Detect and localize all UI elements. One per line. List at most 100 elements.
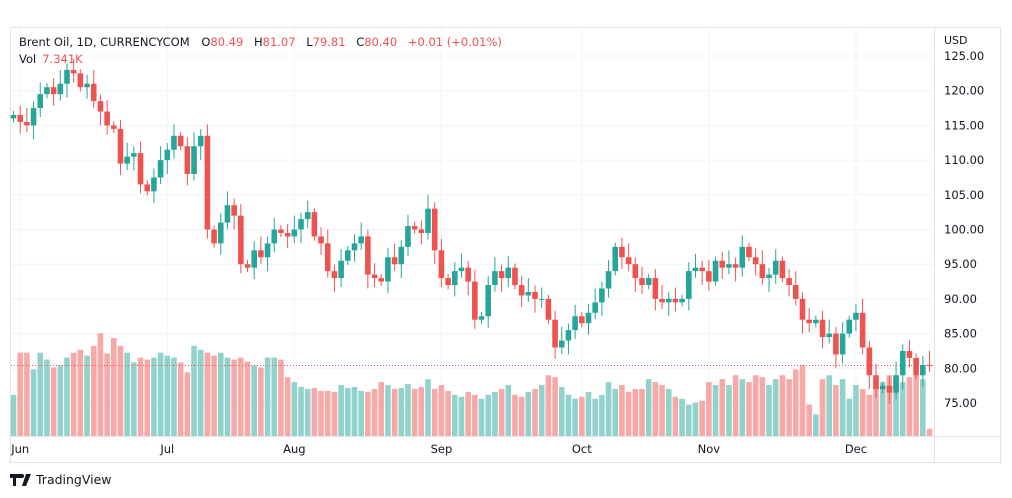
- candle-body: [365, 236, 371, 275]
- candle-body: [926, 364, 933, 366]
- candle-body: [819, 319, 826, 338]
- candle: [792, 271, 799, 306]
- candle: [57, 69, 64, 101]
- volume-bar: [438, 385, 445, 436]
- candle: [873, 363, 879, 399]
- volume-bar: [819, 379, 826, 436]
- candle-body: [558, 340, 565, 348]
- symbol-title[interactable]: Brent Oil, 1D, CURRENCYCOM: [19, 35, 190, 49]
- candle: [779, 256, 786, 283]
- candle-body: [719, 260, 726, 268]
- candle: [498, 264, 505, 292]
- volume-bar: [264, 357, 271, 436]
- volume-bar: [779, 375, 786, 436]
- candle: [833, 327, 839, 369]
- candle: [632, 257, 639, 292]
- volume-bar: [331, 391, 338, 436]
- candle-body: [746, 246, 752, 258]
- candle-body: [592, 302, 598, 313]
- volume-bar: [726, 385, 732, 436]
- candle-body: [505, 267, 512, 279]
- candle-body: [859, 312, 866, 348]
- candle: [766, 268, 772, 292]
- volume-bar: [318, 390, 324, 436]
- volume-bar: [164, 355, 171, 436]
- candle-body: [739, 246, 746, 268]
- volume-bar: [518, 396, 525, 436]
- candle: [786, 269, 792, 297]
- candle-body: [498, 271, 505, 279]
- change-value: +0.01 (+0.01%): [407, 35, 502, 49]
- candle-body: [752, 257, 759, 265]
- candle: [411, 221, 418, 234]
- candle: [826, 319, 833, 344]
- candle-body: [579, 316, 585, 324]
- candle-body: [913, 357, 919, 376]
- volume-bar: [90, 345, 97, 436]
- volume-bar: [759, 377, 766, 436]
- candle-body: [431, 208, 438, 251]
- volume-bar: [498, 388, 505, 436]
- y-tick-label: 100.00: [944, 223, 984, 237]
- volume-bar: [465, 391, 471, 436]
- candle-body: [391, 257, 398, 265]
- candle-body: [478, 316, 485, 320]
- candle-body: [525, 291, 532, 296]
- candle: [131, 146, 137, 171]
- candle: [472, 270, 478, 329]
- volume-bar: [879, 382, 886, 436]
- volume-bar: [685, 404, 692, 436]
- candle: [97, 94, 104, 126]
- volume-bar: [492, 391, 498, 436]
- candle: [505, 256, 512, 288]
- candle: [879, 381, 886, 394]
- candle: [90, 69, 97, 108]
- volume-bar: [792, 369, 799, 436]
- y-tick-label: 115.00: [944, 118, 984, 132]
- candle-body: [552, 319, 558, 348]
- volume-bar: [278, 359, 284, 436]
- candle: [438, 238, 445, 288]
- volume-bar: [645, 379, 652, 436]
- candle: [164, 143, 171, 174]
- candle-body: [57, 83, 64, 95]
- volume-bar: [70, 352, 77, 436]
- tradingview-logo[interactable]: TradingView: [10, 472, 112, 487]
- candle-body: [211, 229, 217, 244]
- candle-body: [652, 278, 659, 299]
- candle-body: [90, 83, 97, 102]
- chart-frame[interactable]: [10, 27, 1001, 463]
- candle-body: [605, 271, 612, 289]
- candle: [50, 78, 57, 106]
- candle-body: [70, 69, 77, 74]
- volume-bar: [806, 404, 812, 436]
- volume-legend: Vol 7.341K: [19, 52, 83, 66]
- candle-body: [659, 298, 665, 303]
- candle-body: [712, 260, 719, 282]
- candle: [579, 312, 585, 328]
- candle: [378, 273, 385, 286]
- volume-bar: [431, 388, 438, 436]
- volume-bar: [104, 353, 110, 436]
- volume-bar: [50, 367, 57, 436]
- candle-body: [458, 267, 465, 272]
- currency-label[interactable]: USD: [944, 34, 968, 47]
- y-tick-label: 90.00: [944, 292, 977, 306]
- candle-body: [906, 350, 913, 358]
- volume-label: Vol: [19, 52, 37, 66]
- candle: [171, 124, 177, 159]
- candle-body: [779, 260, 786, 279]
- candle-body: [351, 243, 358, 251]
- volume-bar: [873, 379, 879, 436]
- volume-bar: [157, 352, 164, 436]
- volume-bar: [525, 391, 532, 436]
- candle: [445, 273, 451, 290]
- candle-body: [137, 153, 144, 185]
- volume-bar: [706, 382, 712, 436]
- candle-body: [632, 264, 639, 279]
- volume-bar: [552, 377, 558, 436]
- candle: [311, 207, 318, 241]
- volume-bar: [558, 387, 565, 436]
- candle: [659, 285, 665, 309]
